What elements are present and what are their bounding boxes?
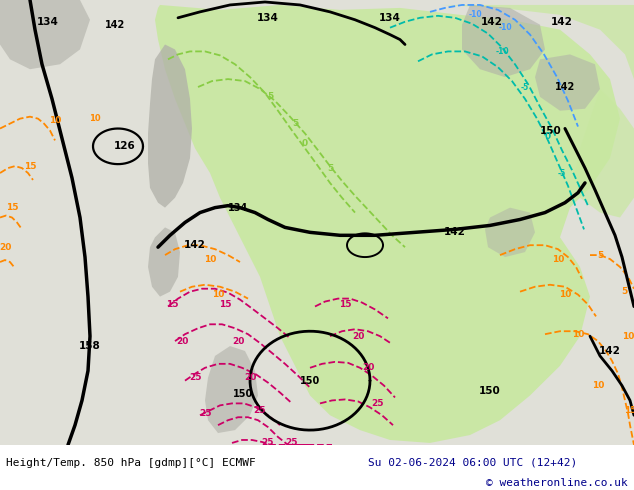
Text: 25: 25 [372,399,384,408]
Text: 10: 10 [49,116,61,125]
Text: 20: 20 [362,363,374,372]
Text: -10: -10 [468,10,482,19]
Text: Su 02-06-2024 06:00 UTC (12+42): Su 02-06-2024 06:00 UTC (12+42) [368,458,577,467]
Text: 10: 10 [552,254,564,264]
Text: 134: 134 [257,13,279,23]
Text: 20: 20 [0,243,11,252]
Text: 10: 10 [559,290,571,299]
Text: 25: 25 [198,409,211,418]
Polygon shape [462,5,545,77]
Text: 25: 25 [286,439,298,447]
Text: 5: 5 [327,164,333,172]
Text: 20: 20 [244,373,256,382]
Text: 0: 0 [302,139,308,148]
Text: 142: 142 [444,227,466,237]
Text: 25: 25 [189,373,201,382]
Text: 158: 158 [79,341,101,351]
Text: 10: 10 [212,290,224,299]
Text: 15: 15 [624,406,634,415]
Text: 10: 10 [622,332,634,341]
Text: -5: -5 [558,169,566,177]
Text: 5: 5 [621,287,627,296]
Text: 142: 142 [555,82,575,92]
Text: 150: 150 [233,389,253,398]
Polygon shape [575,89,634,218]
Text: 0: 0 [545,132,551,141]
Text: 10: 10 [592,381,604,390]
Text: 5: 5 [267,93,273,101]
Text: Height/Temp. 850 hPa [gdmp][°C] ECMWF: Height/Temp. 850 hPa [gdmp][°C] ECMWF [6,458,256,467]
Text: 15: 15 [6,203,18,212]
Text: 10: 10 [204,254,216,264]
Text: 25: 25 [262,439,275,447]
Polygon shape [148,227,180,296]
Polygon shape [155,5,620,443]
Text: © weatheronline.co.uk: © weatheronline.co.uk [486,478,628,488]
Text: -10: -10 [495,47,509,56]
Polygon shape [440,5,634,79]
Text: 142: 142 [599,346,621,356]
Text: 20: 20 [232,337,244,345]
Text: -10: -10 [498,23,512,32]
Text: 10: 10 [89,114,101,123]
Text: 134: 134 [228,203,248,213]
Text: 15: 15 [219,300,231,309]
Polygon shape [485,208,535,257]
Text: 142: 142 [184,240,206,250]
Polygon shape [205,346,258,433]
Text: 25: 25 [254,406,266,415]
Text: 142: 142 [105,20,125,30]
Text: 134: 134 [379,13,401,23]
Text: 134: 134 [37,17,59,27]
Text: 20: 20 [176,337,188,345]
Text: 150: 150 [300,376,320,386]
Text: 150: 150 [540,125,562,136]
Text: -5: -5 [521,82,529,92]
Text: 126: 126 [114,141,136,151]
Text: 5: 5 [292,119,298,128]
Polygon shape [0,0,90,69]
Polygon shape [148,45,192,208]
Text: 15: 15 [165,300,178,309]
Text: 15: 15 [339,300,351,309]
Text: 142: 142 [551,17,573,27]
Text: 10: 10 [572,330,584,339]
Text: 15: 15 [23,162,36,171]
Text: 142: 142 [481,17,503,27]
Text: 5: 5 [597,250,603,260]
Text: 20: 20 [352,332,364,341]
Polygon shape [535,54,600,111]
Text: 150: 150 [479,386,501,395]
